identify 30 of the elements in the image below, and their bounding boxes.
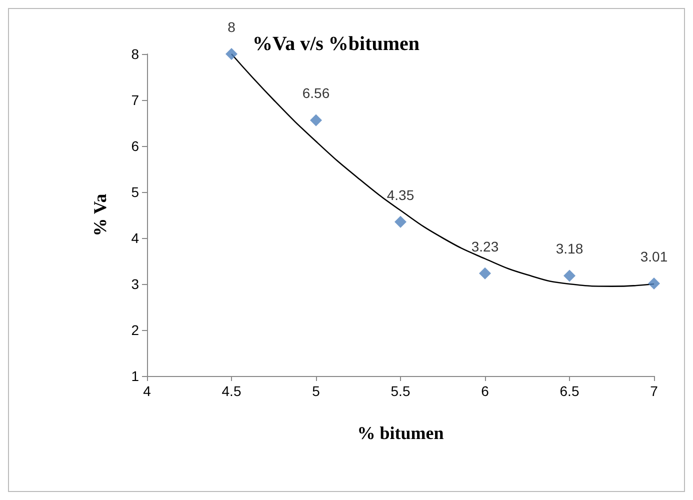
x-tick-label: 5.5 [390,383,410,399]
y-tick-label: 8 [131,46,140,62]
x-tick-label: 4.5 [222,383,242,399]
point [648,278,660,290]
data-label: 3.23 [471,238,499,254]
y-tick-label: 3 [131,276,140,292]
x-tick-label: 6.5 [560,383,580,399]
y-axis-title: % Va [90,194,110,236]
x-tick-label: 5 [312,383,320,399]
y-tick-label: 5 [131,184,140,200]
x-tick-label: 6 [481,383,490,399]
point [564,270,576,282]
data-label: 3.01 [640,248,668,265]
point [310,114,322,126]
y-tick-label: 1 [131,368,140,384]
point [226,48,238,60]
data-label: 3.18 [556,240,584,257]
y-tick-label: 4 [131,230,140,246]
x-axis-title: % bitumen [357,423,444,443]
data-label: 4.35 [386,186,414,203]
data-label: 8 [228,19,236,35]
data-label: 6.56 [302,85,330,102]
point [394,216,406,228]
y-tick-label: 7 [131,92,140,108]
y-tick-label: 2 [131,322,140,338]
point [479,267,491,280]
chart-title: %Va v/s %bitumen [252,33,420,55]
x-tick-label: 4 [143,383,152,399]
x-tick-label: 7 [650,383,658,399]
y-tick-label: 6 [131,138,140,154]
